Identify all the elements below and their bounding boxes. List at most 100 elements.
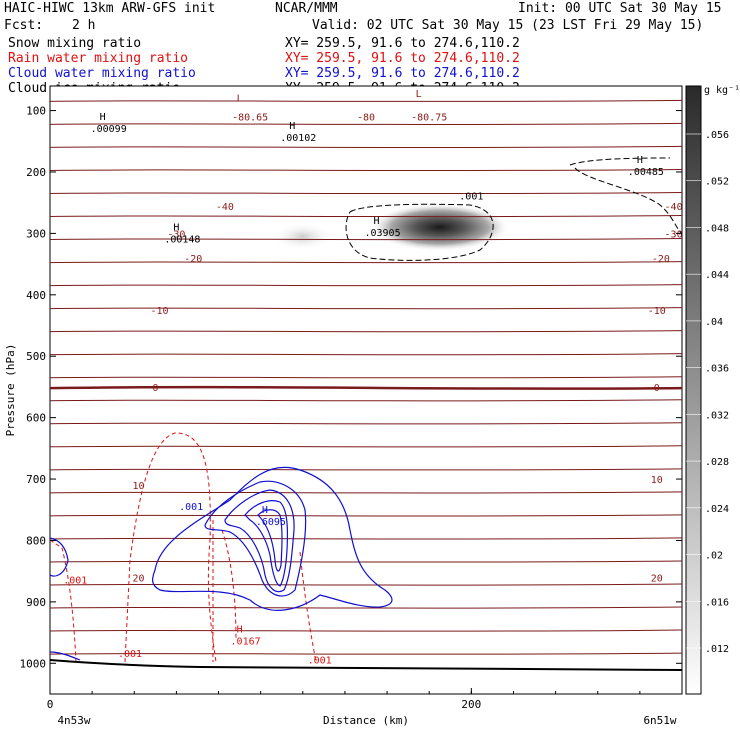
- cloudwater-contour-3: [224, 489, 295, 593]
- colorbar-label: .012: [705, 644, 729, 655]
- extremum-mark: H: [100, 112, 106, 123]
- isotherm-label: -30: [665, 229, 683, 240]
- valid-time: Valid: 02 UTC Sat 30 May 15 (23 LST Fri …: [312, 18, 703, 33]
- extremum-mark: L: [237, 93, 243, 104]
- y-axis-title: Pressure (hPa): [4, 344, 17, 437]
- y-tick-label: 500: [26, 350, 46, 363]
- y-tick-label: 1000: [20, 657, 47, 670]
- isotherm-label: -10: [648, 306, 666, 317]
- fcst-label: Fcst:: [4, 18, 43, 33]
- legend-cloudwater-xy: XY= 259.5, 91.6 to 274.6,110.2: [285, 66, 520, 81]
- rain-contour-right: [299, 551, 317, 663]
- contour-labels: -80.65 -80 -80.75 -40 -40 -30 -30 -20 -20 -10 -10 0…: [63, 89, 682, 666]
- fcst-value: 2 h: [72, 18, 95, 33]
- colorbar-label: .036: [705, 364, 729, 375]
- snow-contour-001: [345, 203, 494, 261]
- colorbar-labels: .012 .016 .02 .024 .028 .032 .036 .04 .044 .048 .0…: [686, 130, 729, 655]
- isotherm-line: [50, 238, 682, 241]
- isotherm-line: [50, 284, 682, 287]
- isotherm-line: [50, 491, 682, 494]
- legend-cloudwater-name: Cloud water mixing ratio: [8, 66, 196, 81]
- isotherm-line: [50, 191, 682, 195]
- isotherm-label: -40: [665, 202, 683, 213]
- colorbar-label: .028: [705, 457, 729, 468]
- y-tick-label: 800: [26, 534, 46, 547]
- y-tick-label: 400: [26, 289, 46, 302]
- y-tick-label: 200: [26, 166, 46, 179]
- isotherm-line: [50, 168, 682, 172]
- colorbar-label: .04: [705, 317, 723, 328]
- isotherm-label: 20: [651, 573, 663, 584]
- isotherm-line: [50, 560, 682, 563]
- legend-rain-name: Rain water mixing ratio: [8, 51, 188, 66]
- title-left: HAIC-HIWC 13km ARW-GFS init: [4, 1, 215, 16]
- contour-value-label: .001: [63, 575, 87, 586]
- surface-line: [50, 659, 682, 671]
- x-right-endpoint: 6n51w: [643, 714, 676, 727]
- cloudwater-contour-4: [244, 500, 289, 587]
- isotherm-line: [50, 122, 682, 126]
- y-tick-label: 600: [26, 412, 46, 425]
- rain-contour-left: [124, 432, 217, 663]
- y-tick-label: 100: [26, 105, 46, 118]
- isotherm-label: -80.65: [232, 113, 268, 124]
- isotherm-label: -20: [184, 254, 202, 265]
- colorbar-label: .048: [705, 223, 729, 234]
- y-tick-label: 700: [26, 473, 46, 486]
- snow-blob: [270, 222, 335, 251]
- legend-snow-xy: XY= 259.5, 91.6 to 274.6,110.2: [285, 36, 520, 51]
- x-left-endpoint: 4n53w: [57, 714, 90, 727]
- isotherm-label: -20: [652, 254, 670, 265]
- y-tick-label: 900: [26, 596, 46, 609]
- contour-value-label: .001: [308, 655, 332, 666]
- isotherm-label: -80: [357, 113, 375, 124]
- isotherm-line: [50, 330, 682, 333]
- legend-snow-name: Snow mixing ratio: [8, 36, 141, 51]
- isotherm-zero: [50, 385, 682, 390]
- extremum-mark: H: [289, 121, 295, 132]
- isotherm-label: 0: [654, 383, 660, 394]
- isotherm-line: [50, 652, 682, 655]
- isotherm-line: [50, 307, 682, 310]
- isotherm-line: [50, 422, 682, 425]
- colorbar-label: .056: [705, 130, 729, 141]
- extremum-mark: H: [237, 625, 243, 636]
- isotherm-line: [50, 376, 682, 379]
- colorbar-label: .052: [705, 177, 729, 188]
- extremum-value: .00102: [280, 133, 316, 144]
- isotherm-line: [50, 399, 682, 402]
- extremum-value: .6095: [256, 517, 286, 528]
- isotherm-line: [50, 215, 682, 218]
- isotherm-line: [50, 583, 682, 586]
- isotherm-line: [50, 468, 682, 471]
- colorbar-label: .024: [705, 504, 729, 515]
- isotherm-label: 20: [132, 573, 144, 584]
- extremum-mark: H: [262, 505, 268, 516]
- extremum-value: .00099: [91, 124, 127, 135]
- extremum-value: .03905: [364, 228, 400, 239]
- colorbar-label: .044: [705, 270, 729, 281]
- cloudwater-contour-edge: [50, 537, 69, 577]
- colorbar-unit: g kg⁻¹: [704, 85, 740, 96]
- rain-contour-edge: [50, 539, 77, 663]
- cloudwater-contour-5: [257, 509, 283, 572]
- extremum-mark: H: [637, 155, 643, 166]
- extremum-value: .0167: [231, 637, 261, 648]
- isotherm-label: -10: [151, 306, 169, 317]
- isotherm-label: -80.75: [411, 113, 447, 124]
- cloudice-contour: [569, 157, 682, 235]
- extremum-mark: L: [416, 89, 422, 100]
- x-axis: 0 200: [47, 688, 683, 711]
- isotherm-label: -40: [216, 202, 234, 213]
- isotherm-line: [50, 445, 682, 448]
- x-axis-title: Distance (km): [323, 714, 409, 727]
- plot-frame: [49, 85, 683, 695]
- cloudwater-contour-2: [204, 480, 307, 597]
- contour-value-label: .001: [459, 192, 483, 203]
- colorbar-label: .016: [705, 597, 729, 608]
- legend-rain-xy: XY= 259.5, 91.6 to 274.6,110.2: [285, 51, 520, 66]
- contour-value-label: .001: [179, 502, 203, 513]
- isotherm-line: [50, 261, 682, 264]
- x-tick-label: 0: [47, 698, 54, 711]
